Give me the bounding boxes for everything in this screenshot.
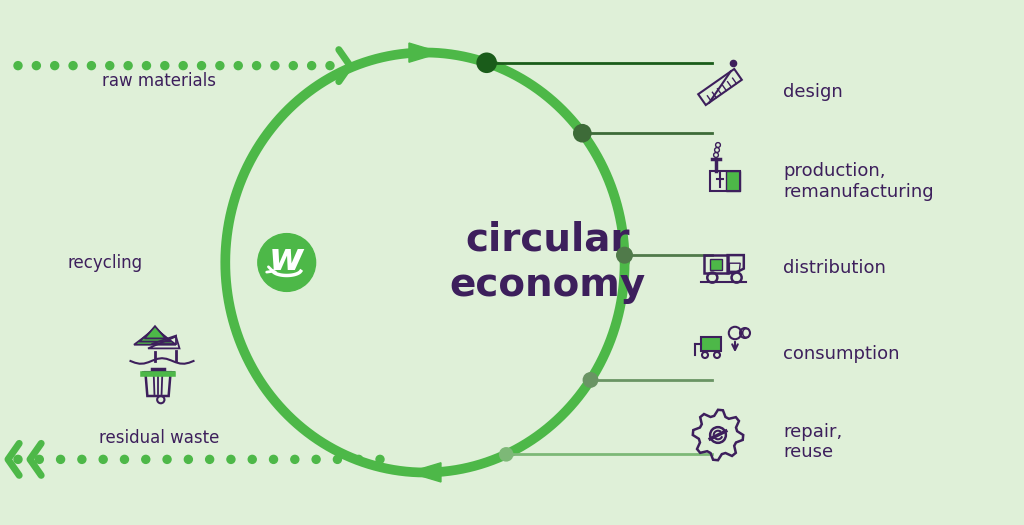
Polygon shape [139, 328, 171, 342]
Circle shape [290, 61, 297, 70]
Circle shape [78, 455, 86, 464]
Text: design: design [783, 83, 843, 101]
Text: consumption: consumption [783, 345, 900, 363]
Circle shape [142, 61, 151, 70]
Circle shape [35, 455, 43, 464]
Circle shape [121, 455, 128, 464]
Polygon shape [710, 259, 722, 270]
Point [478, 59, 495, 67]
Circle shape [253, 61, 260, 70]
Circle shape [206, 455, 214, 464]
Circle shape [258, 234, 315, 291]
Circle shape [354, 455, 362, 464]
Text: circular
economy: circular economy [450, 220, 646, 304]
Circle shape [234, 61, 243, 70]
Circle shape [179, 61, 187, 70]
Text: recycling: recycling [68, 254, 143, 271]
Text: w: w [269, 242, 304, 278]
Point [727, 329, 743, 337]
Circle shape [291, 455, 299, 464]
Circle shape [163, 455, 171, 464]
Circle shape [87, 61, 95, 70]
Circle shape [248, 455, 256, 464]
Circle shape [227, 455, 234, 464]
Text: raw materials: raw materials [101, 72, 216, 90]
Point [725, 59, 741, 67]
Point [616, 251, 633, 259]
Circle shape [124, 61, 132, 70]
Point [583, 376, 599, 384]
Circle shape [184, 455, 193, 464]
Circle shape [334, 455, 341, 464]
Circle shape [326, 61, 334, 70]
Polygon shape [409, 463, 441, 482]
Circle shape [14, 61, 22, 70]
Circle shape [56, 455, 65, 464]
Circle shape [312, 455, 321, 464]
Text: production,
remanufacturing: production, remanufacturing [783, 162, 934, 201]
Point [498, 450, 514, 458]
Circle shape [271, 61, 279, 70]
Text: repair,
reuse: repair, reuse [783, 423, 843, 461]
Polygon shape [134, 329, 176, 345]
Polygon shape [409, 43, 441, 62]
Text: distribution: distribution [783, 259, 886, 277]
Circle shape [376, 455, 384, 464]
Circle shape [161, 61, 169, 70]
Circle shape [33, 61, 40, 70]
Circle shape [105, 61, 114, 70]
Polygon shape [701, 337, 721, 351]
Circle shape [69, 61, 77, 70]
Polygon shape [726, 171, 740, 191]
Polygon shape [144, 326, 166, 339]
Circle shape [269, 455, 278, 464]
Text: residual waste: residual waste [98, 429, 219, 447]
Circle shape [216, 61, 224, 70]
Circle shape [99, 455, 108, 464]
Circle shape [198, 61, 206, 70]
Text: c: c [740, 324, 750, 342]
Circle shape [51, 61, 58, 70]
Circle shape [141, 455, 150, 464]
Point [574, 129, 591, 138]
Circle shape [307, 61, 315, 70]
Circle shape [14, 455, 22, 464]
